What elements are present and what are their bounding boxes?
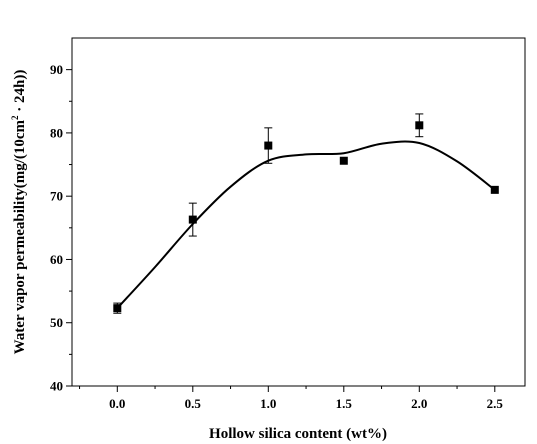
y-axis-title-main: Water vapor permeability(mg/(10cm (12, 119, 28, 354)
y-tick-label: 50 (50, 315, 63, 330)
x-tick-label: 1.0 (260, 396, 276, 411)
data-point (113, 304, 122, 313)
y-axis-ticks: 40 50 60 70 80 90 (50, 62, 72, 394)
y-axis-title-suffix: · 24h)) (12, 70, 28, 116)
y-tick-label: 80 (50, 125, 63, 140)
x-axis-title: Hollow silica content (wt%) (209, 426, 387, 442)
plot-frame (71, 37, 526, 387)
y-axis-title: Water vapor permeability(mg/(10cm2 · 24h… (10, 70, 28, 355)
data-point (339, 156, 348, 165)
data-point (415, 121, 424, 130)
x-tick-label: 1.5 (336, 396, 353, 411)
y-tick-label: 40 (50, 379, 63, 394)
y-tick-label: 70 (50, 189, 63, 204)
data-point (264, 141, 273, 150)
x-tick-label: 0.0 (109, 396, 125, 411)
x-tick-label: 0.5 (185, 396, 202, 411)
x-axis-ticks: 0.0 0.5 1.0 1.5 2.0 2.5 (79, 386, 504, 411)
y-axis-title-superscript: 2 (10, 115, 20, 120)
fit-curve (116, 140, 496, 309)
x-tick-label: 2.0 (411, 396, 427, 411)
y-tick-label: 90 (50, 62, 63, 77)
y-tick-label: 60 (50, 252, 63, 267)
x-tick-label: 2.5 (487, 396, 504, 411)
data-point (490, 185, 499, 194)
data-points (113, 113, 499, 314)
data-point (188, 215, 197, 224)
